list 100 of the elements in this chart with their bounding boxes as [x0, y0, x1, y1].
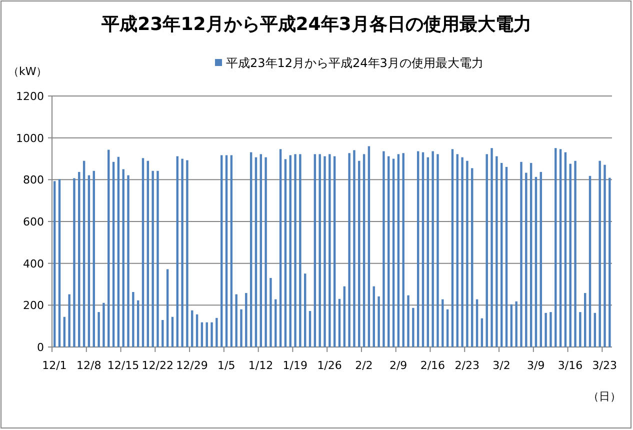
- bar: [254, 157, 258, 347]
- bar: [559, 149, 562, 347]
- bar: [92, 170, 95, 347]
- y-tick-label: 800: [23, 174, 44, 187]
- bar: [162, 320, 164, 347]
- y-tick-label: 1000: [16, 132, 44, 145]
- bar: [58, 179, 61, 347]
- bar: [343, 286, 346, 347]
- bar: [520, 162, 522, 347]
- bar: [486, 154, 488, 347]
- x-tick-label: 3/2: [492, 359, 510, 372]
- bar: [152, 170, 154, 347]
- bar: [402, 153, 404, 347]
- bar: [166, 269, 169, 347]
- x-tick-label: 3/23: [592, 359, 617, 372]
- bar: [240, 309, 242, 347]
- x-tick-label: 12/29: [176, 359, 208, 372]
- bar: [73, 178, 76, 347]
- bar: [308, 311, 312, 347]
- y-tick-label: 600: [23, 216, 44, 228]
- y-tick-label: 200: [23, 299, 44, 312]
- bar: [432, 151, 434, 347]
- bar: [318, 154, 321, 347]
- x-tick-label: 12/8: [76, 359, 102, 372]
- y-tick-label: 400: [23, 257, 44, 270]
- bar: [186, 160, 188, 347]
- bar: [63, 316, 66, 347]
- legend-label: 平成23年12月から平成24年3月の使用最大電力: [226, 56, 484, 70]
- bar: [540, 172, 542, 347]
- y-axis-title: （kW）: [8, 65, 48, 78]
- bar: [456, 154, 458, 347]
- bar: [416, 151, 420, 347]
- bar: [127, 175, 130, 347]
- bar: [250, 152, 252, 347]
- bar: [279, 149, 282, 347]
- bar: [579, 312, 582, 347]
- bar: [132, 292, 134, 347]
- bar: [569, 164, 572, 347]
- bar: [260, 154, 262, 347]
- bar: [515, 301, 518, 347]
- bar: [136, 300, 140, 347]
- bar: [328, 154, 331, 347]
- bar: [490, 148, 493, 347]
- bar: [200, 322, 204, 347]
- bar: [225, 155, 228, 347]
- x-tick-label: 1/19: [282, 359, 308, 372]
- bar: [264, 157, 267, 347]
- bar: [544, 312, 547, 347]
- bar: [196, 314, 198, 347]
- bar: [476, 299, 478, 347]
- bar: [397, 154, 400, 347]
- bar: [378, 296, 380, 347]
- bar: [82, 160, 86, 347]
- bar: [191, 310, 194, 347]
- x-tick-label: 12/1: [42, 359, 67, 372]
- bar: [412, 308, 414, 347]
- bar: [210, 322, 213, 347]
- x-tick-label: 2/16: [420, 359, 446, 372]
- bar: [530, 162, 532, 347]
- bar: [78, 172, 80, 347]
- bar: [574, 160, 576, 347]
- bar: [588, 176, 592, 347]
- bar: [426, 157, 430, 347]
- bar: [68, 294, 70, 347]
- bar: [348, 153, 350, 347]
- bar: [446, 309, 449, 347]
- bar: [112, 162, 115, 347]
- bar: [245, 293, 248, 347]
- bar: [171, 316, 174, 347]
- bar: [314, 154, 316, 347]
- x-tick-label: 1/12: [248, 359, 274, 372]
- bar: [270, 278, 272, 347]
- bar: [117, 156, 120, 347]
- bar: [333, 156, 336, 347]
- x-tick-label: 1/26: [317, 359, 342, 372]
- bar: [505, 166, 508, 347]
- bar: [451, 149, 454, 347]
- x-tick-label: 1/5: [218, 359, 236, 372]
- bar: [181, 158, 184, 347]
- y-tick-label: 1200: [16, 90, 44, 103]
- x-tick-label: 12/15: [107, 359, 140, 372]
- bar: [358, 160, 360, 347]
- bar: [534, 176, 538, 347]
- bar: [146, 160, 150, 347]
- bar: [608, 178, 611, 347]
- bar: [594, 312, 596, 347]
- bar: [284, 159, 287, 347]
- bar: [142, 158, 144, 347]
- bar: [510, 304, 513, 347]
- bar: [382, 151, 385, 347]
- bar: [500, 162, 503, 347]
- bar: [122, 169, 124, 347]
- bar: [353, 150, 356, 347]
- x-tick-label: 2/2: [355, 359, 373, 372]
- bar: [525, 172, 528, 347]
- bar: [584, 293, 586, 347]
- x-tick-label: 3/9: [527, 359, 545, 372]
- bar: [407, 295, 410, 347]
- x-tick-label: 2/9: [389, 359, 408, 372]
- y-tick-label: 0: [37, 341, 44, 354]
